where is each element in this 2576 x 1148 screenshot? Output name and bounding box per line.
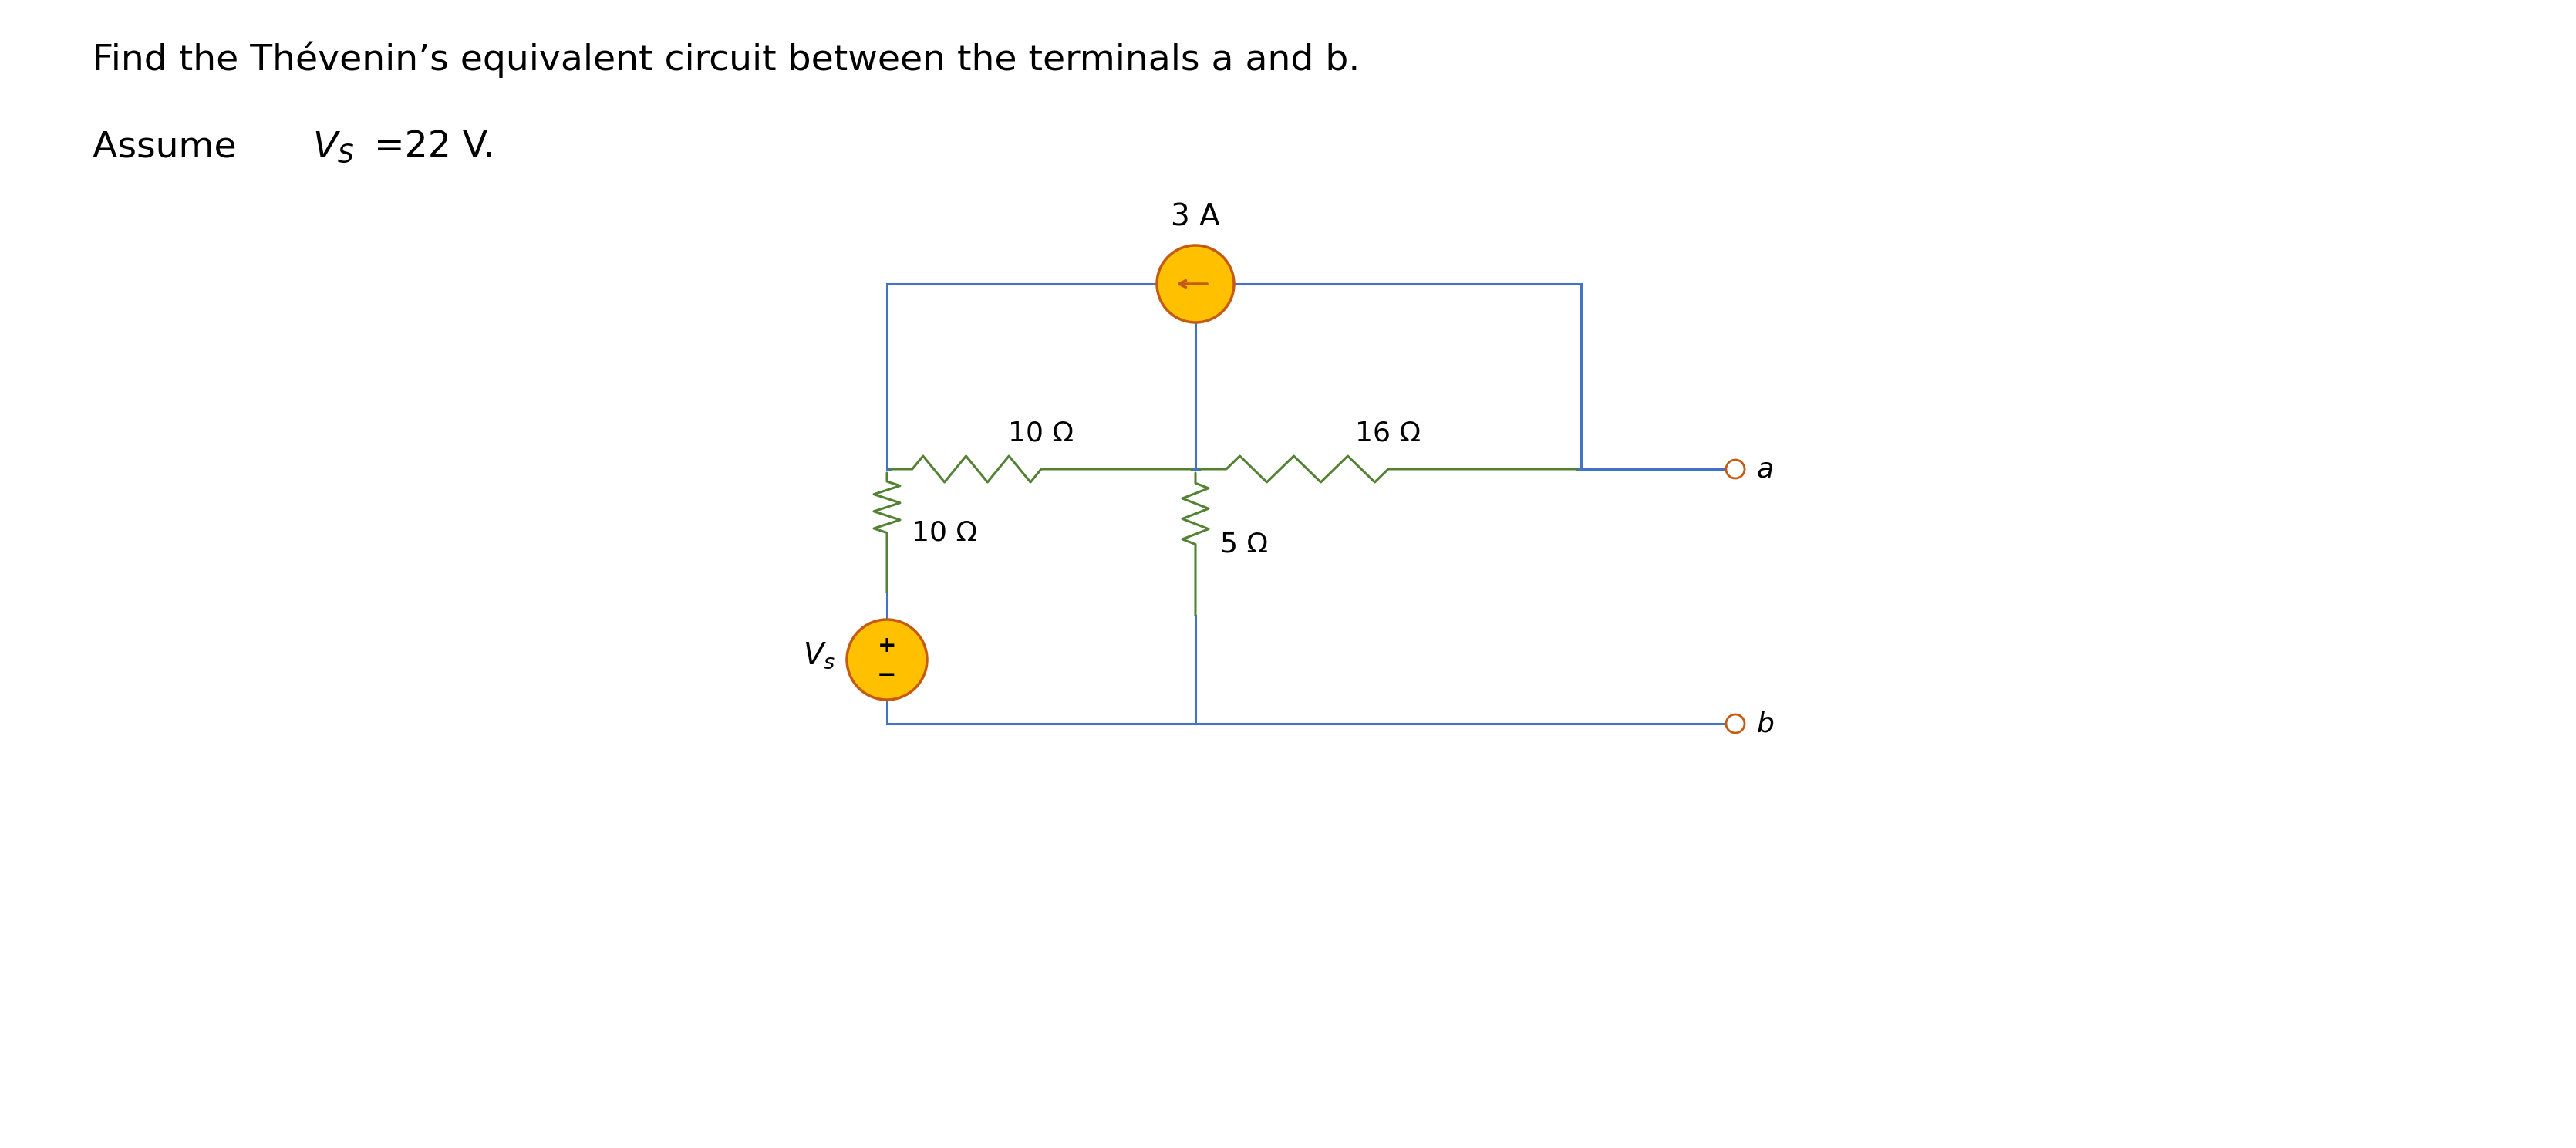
Text: $V_s$: $V_s$	[804, 641, 835, 670]
Text: 10 Ω: 10 Ω	[912, 520, 976, 545]
Text: 10 Ω: 10 Ω	[1007, 420, 1074, 445]
Text: b: b	[1757, 711, 1775, 737]
Text: a: a	[1757, 456, 1775, 482]
Text: 5 Ω: 5 Ω	[1221, 532, 1267, 558]
Circle shape	[1726, 714, 1744, 732]
Text: 3 A: 3 A	[1172, 202, 1221, 232]
Text: $V_S$: $V_S$	[312, 130, 353, 164]
Circle shape	[848, 620, 927, 700]
Circle shape	[1157, 246, 1234, 323]
Text: Assume: Assume	[93, 130, 247, 164]
Text: Find the Thévenin’s equivalent circuit between the terminals a and b.: Find the Thévenin’s equivalent circuit b…	[93, 41, 1360, 78]
Text: =22 V.: =22 V.	[374, 130, 495, 164]
Text: −: −	[876, 664, 896, 687]
Circle shape	[1726, 460, 1744, 479]
Text: 16 Ω: 16 Ω	[1355, 420, 1422, 445]
Text: +: +	[878, 635, 896, 657]
